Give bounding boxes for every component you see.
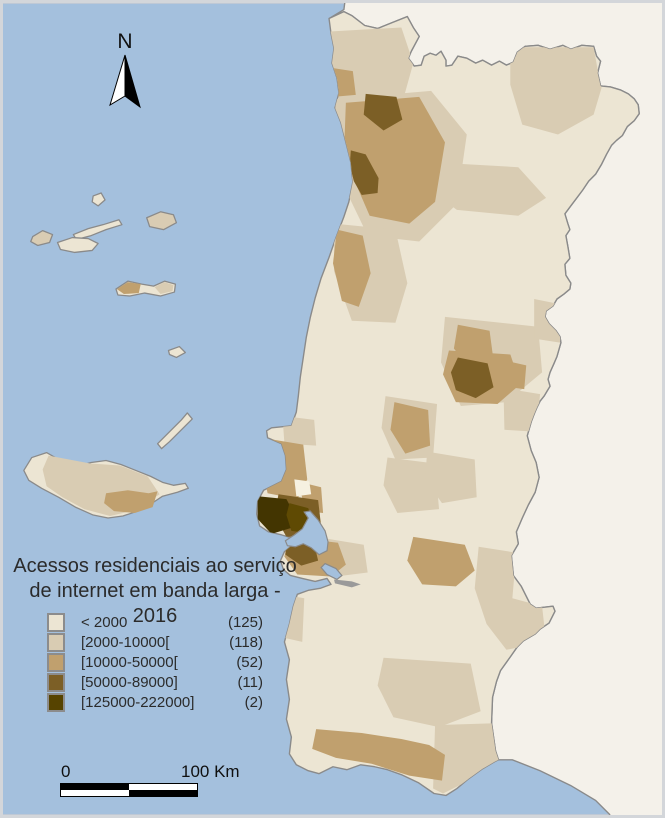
patch-east-algarve [433,723,500,794]
legend-row: [2000-10000[ (118) [47,632,263,652]
madeira-islands [23,412,193,519]
island-sao-miguel-west [116,282,141,295]
north-label: N [117,30,133,53]
legend-row: [125000-222000] (2) [47,692,263,712]
map-title-line1: Acessos residenciais ao serviço [13,555,297,577]
scale-bar-graphic [60,783,198,797]
legend-class-label: [125000-222000] [81,693,195,711]
island-graciosa [146,211,178,231]
municipality-patches [257,27,602,794]
legend-swatch [47,672,65,692]
patch-coimbra [450,357,494,399]
legend-class-count: (2) [244,693,263,711]
patch-douro [431,162,547,216]
island-santa-maria [167,345,186,359]
patch-santarem [383,457,440,514]
patch-elvas-moura [474,546,547,650]
north-arrow: N [104,31,146,113]
legend-class-label: [2000-10000[ [81,633,170,651]
legend-class-count: (52) [236,653,263,671]
legend: < 2000 (125) [2000-10000[(118) [10000-50000… [47,612,263,712]
legend-swatch [47,632,65,652]
patch-beja [377,657,481,728]
scale-bar: 0 100 Km [60,762,260,797]
island-porto-santo [156,412,193,450]
azores-islands [30,192,186,359]
legend-class-count: (125) [227,613,263,631]
patch-portalegre [425,451,477,504]
patch-funchal [104,490,158,514]
island-faial [30,229,54,247]
patch-covilha [502,360,527,390]
patch-algarve [312,729,445,781]
legend-swatch [47,692,65,712]
scale-segment [129,784,197,790]
choropleth-map[interactable] [3,3,662,815]
tejo-estuary-water [284,510,329,556]
island-sao-miguel-east [154,282,174,295]
legend-swatch [47,652,65,672]
scale-start-label: 0 [61,762,71,781]
patch-porto [349,150,379,195]
sado-estuary-water [320,562,343,581]
map-title: Acessos residenciais ao serviço de inter… [5,554,305,629]
legend-class-label: < 2000 [81,613,128,631]
legend-class-count: (118) [229,633,263,651]
island-pico [56,236,99,254]
patch-braga [363,93,403,131]
patch-braganca [510,47,602,135]
legend-class-label: [50000-89000] [81,673,178,691]
mainland-portugal [255,10,640,797]
legend-swatch [47,612,65,632]
legend-class-count: (11) [237,673,263,691]
legend-row: < 2000 (125) [47,612,263,632]
patch-sintra [257,496,294,534]
patch-castelo-branco [503,388,541,432]
scale-end-label: 100 Km [181,762,240,781]
patch-aveiro [332,229,371,307]
map-title-line2: de internet em banda larga - 2016 [29,580,281,627]
island-corvo [91,192,106,207]
patch-bright-spot [294,479,312,497]
scale-segment [61,784,129,790]
legend-class-label: [10000-50000[ [81,653,178,671]
legend-row: [10000-50000[ (52) [47,652,263,672]
scale-segment [61,790,129,796]
patch-leiria [390,402,431,454]
north-arrow-icon [109,54,141,109]
legend-row: [50000-89000] (11) [47,672,263,692]
scale-segment [129,790,197,796]
patch-evora [407,536,475,587]
troia-sandbank [333,579,361,588]
